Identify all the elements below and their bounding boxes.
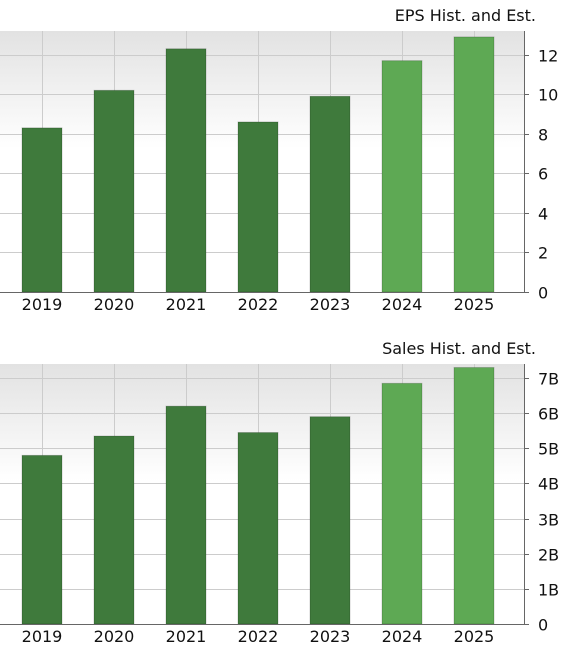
- x-tick-label: 2021: [166, 627, 207, 646]
- sales-bar-chart: 0 1B 2B 3B 4B 5B 6B 7B 2019 2020 2021 2022 2023 2024 2…: [0, 364, 559, 646]
- y-tick-label: 6: [538, 165, 548, 184]
- bar-2025: [453, 36, 495, 293]
- y-tick-label: 2B: [538, 546, 559, 565]
- bar-2024: [381, 382, 423, 625]
- x-tick-label: 2019: [22, 627, 63, 646]
- x-tick-label: 2022: [238, 627, 279, 646]
- y-tick-label: 0: [538, 284, 548, 303]
- y-tick-label: 0: [538, 616, 548, 635]
- y-tick-label: 3B: [538, 511, 559, 530]
- x-tick-label: 2022: [238, 295, 279, 314]
- x-tick-label: 2020: [94, 295, 135, 314]
- bar-2020: [93, 89, 135, 293]
- y-tick-label: 12: [538, 47, 558, 66]
- x-tick-label: 2020: [94, 627, 135, 646]
- bar-2024: [381, 60, 423, 293]
- y-tick-label: 5B: [538, 440, 559, 459]
- bar-2025: [453, 367, 495, 625]
- eps-chart-panel: EPS Hist. and Est. 0 2 4 6 8 10 12 2019 2020 2021…: [0, 0, 579, 326]
- sales-chart-panel: Sales Hist. and Est. 0 1B 2B 3B 4B 5B 6B 7B 2019…: [0, 333, 579, 657]
- x-tick-label: 2024: [382, 295, 423, 314]
- bar-2023: [309, 95, 351, 293]
- bar-2022: [237, 121, 279, 293]
- bar-2021: [165, 48, 207, 293]
- x-tick-label: 2021: [166, 295, 207, 314]
- y-tick-label: 4B: [538, 475, 559, 494]
- y-tick-label: 8: [538, 126, 548, 145]
- y-tick-label: 6B: [538, 405, 559, 424]
- x-tick-label: 2023: [310, 627, 351, 646]
- x-tick-label: 2019: [22, 295, 63, 314]
- bar-2020: [93, 435, 135, 625]
- eps-bar-chart: 0 2 4 6 8 10 12 2019 2020 2021 2022 2023 2024 2025: [0, 31, 558, 314]
- eps-chart-title: EPS Hist. and Est.: [394, 6, 536, 25]
- bar-2022: [237, 432, 279, 625]
- x-tick-label: 2025: [454, 627, 495, 646]
- y-tick-label: 10: [538, 86, 558, 105]
- sales-chart-title: Sales Hist. and Est.: [382, 339, 536, 358]
- y-tick-label: 7B: [538, 370, 559, 389]
- x-tick-label: 2025: [454, 295, 495, 314]
- bar-2019: [21, 454, 63, 625]
- y-tick-label: 4: [538, 205, 548, 224]
- x-tick-label: 2023: [310, 295, 351, 314]
- bar-2023: [309, 416, 351, 625]
- bar-2019: [21, 127, 63, 293]
- x-tick-label: 2024: [382, 627, 423, 646]
- y-tick-label: 2: [538, 244, 548, 263]
- y-tick-label: 1B: [538, 581, 559, 600]
- bar-2021: [165, 405, 207, 625]
